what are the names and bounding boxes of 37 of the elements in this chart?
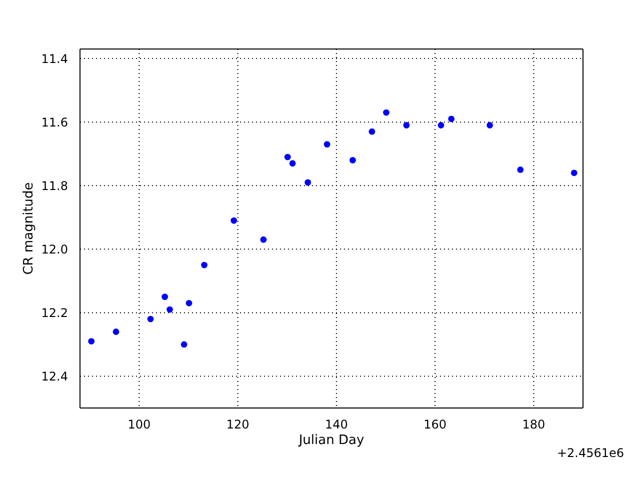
y-axis-title: CR magnitude: [22, 182, 37, 275]
point: [486, 122, 493, 128]
point: [260, 236, 267, 243]
point: [324, 141, 330, 148]
point: [350, 156, 356, 164]
point: [448, 116, 455, 122]
point: [112, 328, 120, 335]
y-tick-label: 11.4: [41, 52, 68, 66]
point: [230, 217, 238, 224]
point: [289, 160, 296, 167]
point: [284, 154, 291, 160]
point: [383, 109, 390, 116]
y-tick-label: 12.0: [41, 242, 68, 256]
x-axis-title: Julian Day: [298, 433, 364, 448]
point: [304, 179, 312, 186]
y-tick-label: 12.2: [41, 306, 68, 320]
point: [403, 122, 410, 128]
point: [88, 338, 95, 344]
point: [166, 306, 173, 313]
point: [517, 166, 524, 173]
point: [147, 316, 154, 322]
point: [368, 128, 376, 135]
point: [201, 262, 208, 268]
y-tick-label: 11.6: [41, 115, 68, 130]
point: [180, 341, 188, 348]
x-tick-label: 100: [128, 418, 151, 432]
point: [162, 294, 168, 300]
x-tick-label: 160: [424, 418, 447, 432]
y-tick-label: 11.8: [41, 178, 68, 193]
y-tick-label: 12.4: [41, 369, 68, 384]
text: +2.4561e6: [556, 446, 624, 460]
x-tick-label: 120: [226, 418, 250, 432]
point: [438, 122, 444, 128]
point: [570, 170, 578, 176]
point: [186, 300, 192, 306]
x-tick-label: 140: [324, 418, 348, 432]
x-tick-label: 180: [522, 418, 546, 432]
